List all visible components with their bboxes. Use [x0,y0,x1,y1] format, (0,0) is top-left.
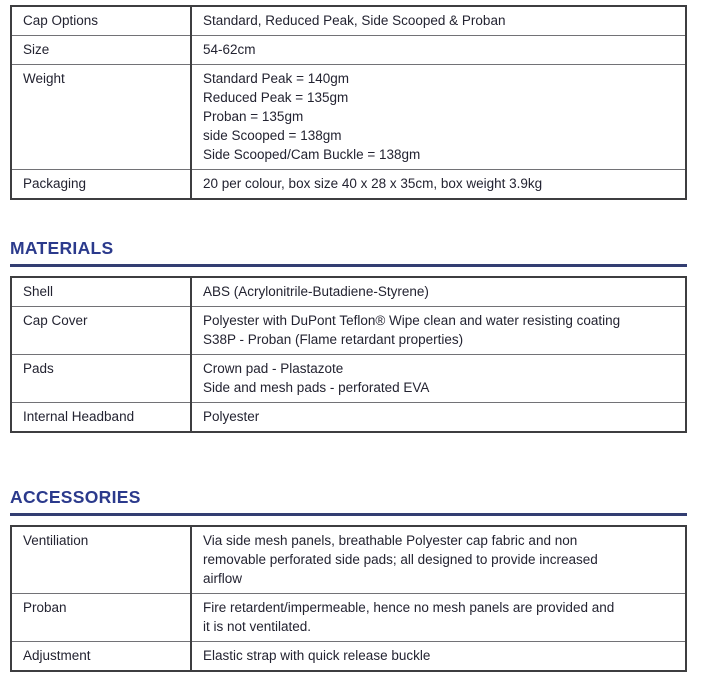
page-content: Cap Options Standard, Reduced Peak, Side… [10,5,687,672]
row-label: Size [11,35,192,65]
table-row: Pads Crown pad - Plastazote Side and mes… [11,354,686,403]
value-line: 20 per colour, box size 40 x 28 x 35cm, … [203,176,543,191]
row-value: Elastic strap with quick release buckle [191,641,686,671]
table-row: Weight Standard Peak = 140gm Reduced Pea… [11,64,686,170]
value-line: Proban = 135gm [203,109,304,124]
table-row: Adjustment Elastic strap with quick rele… [11,641,686,671]
value-line: S38P - Proban (Flame retardant propertie… [203,332,464,347]
row-label: Adjustment [11,641,192,671]
value-line: Side and mesh pads - perforated EVA [203,380,430,395]
section-rule [10,513,687,516]
section-materials: MATERIALS Shell ABS (Acrylonitrile-Butad… [10,238,687,433]
value-line: airflow [203,571,243,586]
table-row: Shell ABS (Acrylonitrile-Butadiene-Styre… [11,277,686,307]
value-line: Polyester with DuPont Teflon® Wipe clean… [203,313,621,328]
value-line: removable perforated side pads; all desi… [203,552,598,567]
value-line: Standard Peak = 140gm [203,71,349,86]
row-value: Standard, Reduced Peak, Side Scooped & P… [191,6,686,36]
value-line: Crown pad - Plastazote [203,361,344,376]
value-line: Side Scooped/Cam Buckle = 138gm [203,147,421,162]
row-label: Weight [11,64,192,170]
row-value: Fire retardent/impermeable, hence no mes… [191,593,686,642]
row-label: Packaging [11,169,192,199]
materials-table: Shell ABS (Acrylonitrile-Butadiene-Styre… [10,276,687,433]
value-line: it is not ventilated. [203,619,312,634]
row-value: Crown pad - Plastazote Side and mesh pad… [191,354,686,403]
value-line: Standard, Reduced Peak, Side Scooped & P… [203,13,506,28]
table-row: Proban Fire retardent/impermeable, hence… [11,593,686,642]
table-row: Size 54-62cm [11,35,686,65]
value-line: 54-62cm [203,42,256,57]
row-label: Cap Cover [11,306,192,355]
row-label: Shell [11,277,192,307]
row-value: 54-62cm [191,35,686,65]
table-row: Internal Headband Polyester [11,402,686,432]
table-row: Packaging 20 per colour, box size 40 x 2… [11,169,686,199]
table-row: Ventiliation Via side mesh panels, breat… [11,526,686,594]
value-line: side Scooped = 138gm [203,128,342,143]
value-line: Polyester [203,409,260,424]
value-line: Via side mesh panels, breathable Polyest… [203,533,578,548]
section-accessories: ACCESSORIES Ventiliation Via side mesh p… [10,487,687,672]
row-value: Polyester with DuPont Teflon® Wipe clean… [191,306,686,355]
spec-table: Cap Options Standard, Reduced Peak, Side… [10,5,687,200]
row-label: Pads [11,354,192,403]
row-label: Ventiliation [11,526,192,594]
row-value: Via side mesh panels, breathable Polyest… [191,526,686,594]
value-line: ABS (Acrylonitrile-Butadiene-Styrene) [203,284,429,299]
row-value: Standard Peak = 140gm Reduced Peak = 135… [191,64,686,170]
row-value: Polyester [191,402,686,432]
section-title-accessories: ACCESSORIES [10,487,141,507]
row-value: 20 per colour, box size 40 x 28 x 35cm, … [191,169,686,199]
table-row: Cap Cover Polyester with DuPont Teflon® … [11,306,686,355]
value-line: Reduced Peak = 135gm [203,90,349,105]
row-label: Internal Headband [11,402,192,432]
accessories-table: Ventiliation Via side mesh panels, breat… [10,525,687,672]
row-value: ABS (Acrylonitrile-Butadiene-Styrene) [191,277,686,307]
row-label: Proban [11,593,192,642]
section-rule [10,264,687,267]
row-label: Cap Options [11,6,192,36]
value-line: Fire retardent/impermeable, hence no mes… [203,600,615,615]
table-row: Cap Options Standard, Reduced Peak, Side… [11,6,686,36]
value-line: Elastic strap with quick release buckle [203,648,431,663]
section-title-materials: MATERIALS [10,238,114,258]
